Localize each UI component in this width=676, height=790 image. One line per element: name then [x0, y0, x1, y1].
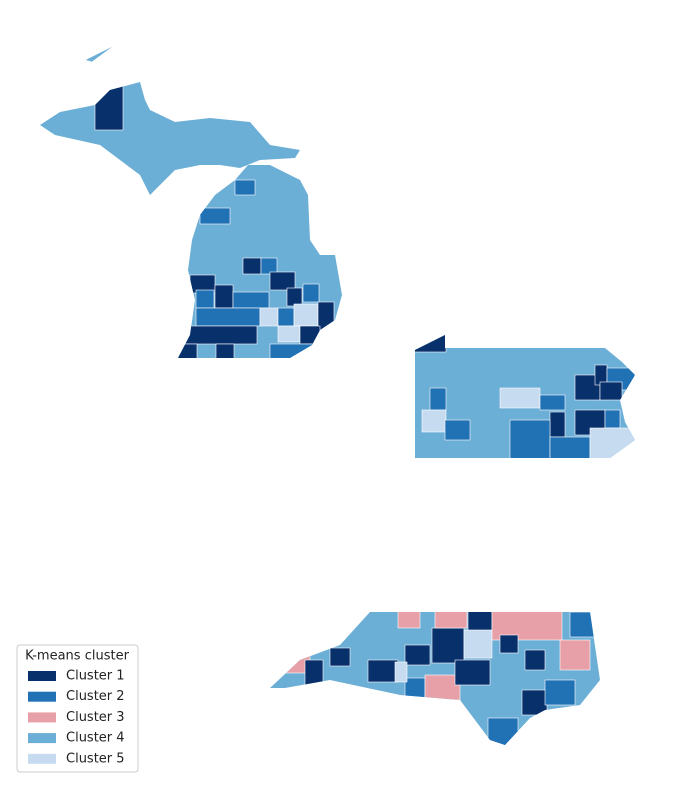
county	[604, 409, 621, 429]
county	[499, 387, 541, 409]
county	[454, 659, 491, 686]
county	[559, 639, 591, 671]
legend-swatch	[28, 691, 56, 702]
county	[404, 677, 426, 699]
county	[317, 301, 335, 331]
county	[397, 612, 421, 629]
county	[499, 634, 519, 654]
legend-label: Cluster 3	[66, 710, 125, 725]
legend-swatch	[28, 733, 56, 744]
county	[549, 411, 566, 438]
county	[524, 649, 546, 671]
county	[195, 289, 215, 309]
north-carolina	[270, 612, 600, 745]
county	[415, 335, 447, 353]
county	[215, 343, 235, 358]
county	[431, 627, 465, 664]
legend-label: Cluster 1	[66, 669, 125, 684]
county	[539, 394, 566, 411]
county	[277, 325, 301, 343]
county	[234, 179, 256, 196]
county	[394, 661, 408, 683]
legend-items: Cluster 1 Cluster 2 Cluster 3 Cluster 4 Clus…	[28, 669, 125, 766]
pennsylvania	[415, 335, 635, 458]
county	[463, 629, 493, 659]
county	[421, 409, 447, 433]
legend-swatch	[28, 671, 56, 681]
county	[195, 307, 261, 327]
county	[521, 689, 548, 716]
county	[329, 647, 351, 667]
legend-label: Cluster 4	[66, 731, 125, 746]
county	[84, 44, 116, 63]
county	[242, 257, 262, 275]
county	[94, 84, 124, 131]
legend-label: Cluster 5	[66, 751, 125, 766]
county	[286, 287, 303, 307]
legend-title: K-means cluster	[25, 649, 129, 664]
county	[293, 303, 319, 327]
county	[277, 307, 295, 327]
county	[367, 659, 399, 683]
county	[444, 419, 471, 441]
county	[232, 291, 270, 309]
county	[299, 325, 321, 345]
county	[269, 343, 321, 358]
county	[259, 307, 279, 327]
legend-swatch	[28, 712, 56, 723]
michigan	[40, 44, 342, 358]
county	[467, 612, 493, 633]
county	[269, 271, 296, 291]
county	[434, 612, 468, 629]
county	[304, 659, 324, 689]
legend-swatch	[28, 753, 56, 764]
county	[569, 612, 596, 638]
county	[178, 343, 198, 358]
county	[544, 679, 576, 706]
county	[509, 419, 551, 458]
county	[487, 717, 519, 745]
county	[429, 387, 447, 411]
legend-label: Cluster 2	[66, 689, 125, 704]
county	[549, 436, 591, 458]
county	[589, 427, 635, 458]
county	[178, 325, 258, 345]
county	[260, 257, 278, 275]
lower-peninsula	[178, 165, 342, 358]
county	[599, 381, 623, 401]
county	[214, 284, 234, 309]
county	[199, 207, 231, 225]
county	[302, 283, 320, 303]
county	[404, 644, 431, 666]
